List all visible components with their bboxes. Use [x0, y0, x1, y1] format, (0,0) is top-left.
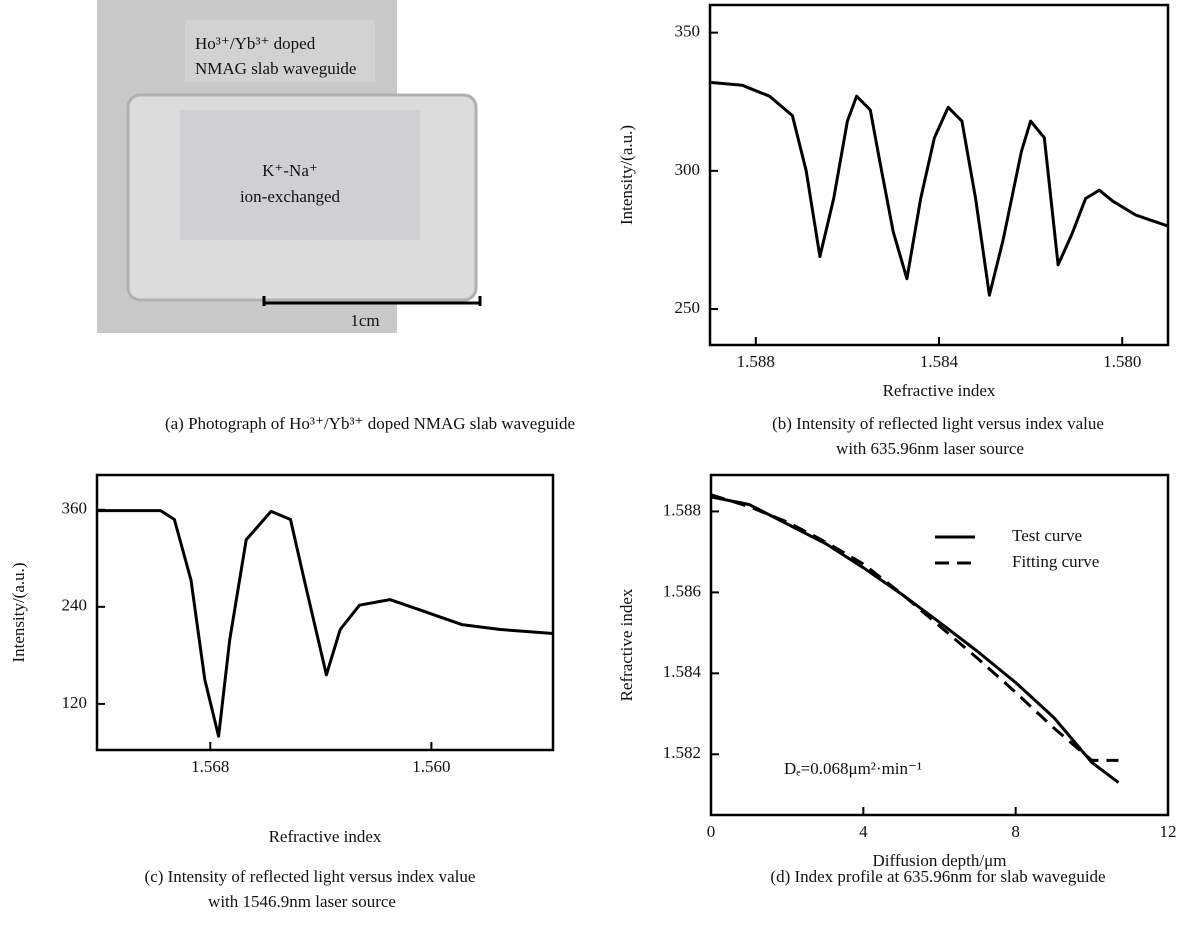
- x-tick-label: 1.588: [737, 352, 775, 371]
- y-tick-label: 360: [62, 499, 88, 518]
- y-tick-label: 250: [675, 298, 701, 317]
- x-tick-label: 0: [707, 822, 716, 841]
- photo-panel: Ho³⁺/Yb³⁺ doped NMAG slab waveguide K⁺-N…: [97, 0, 575, 433]
- x-tick-label: 1.560: [412, 757, 450, 776]
- x-axis-label: Diffusion depth/μm: [873, 851, 1007, 870]
- y-tick-label: 1.588: [663, 500, 701, 519]
- plot-frame: [709, 473, 1170, 817]
- plot-frame: [708, 3, 1170, 347]
- y-axis-label: Refractive index: [617, 588, 636, 701]
- x-tick-label: 1.580: [1103, 352, 1141, 371]
- y-tick-label: 350: [675, 22, 701, 41]
- caption: (a) Photograph of Ho³⁺/Yb³⁺ doped NMAG s…: [165, 414, 575, 433]
- legend-label: Fitting curve: [1012, 552, 1099, 571]
- photo-label-area: [185, 20, 375, 82]
- y-tick-label: 240: [62, 596, 88, 615]
- scale-label: 1cm: [350, 311, 379, 330]
- plot-frame: [95, 473, 555, 752]
- y-tick-label: 1.584: [663, 662, 702, 681]
- y-tick-label: 120: [62, 693, 88, 712]
- caption: (b) Intensity of reflected light versus …: [772, 414, 1104, 433]
- x-tick-label: 1.584: [920, 352, 959, 371]
- photo-label: NMAG slab waveguide: [195, 59, 356, 78]
- data-line: [709, 80, 1169, 297]
- caption: with 1546.9nm laser source: [208, 892, 396, 911]
- x-axis-label: Refractive index: [883, 381, 996, 400]
- x-tick-label: 1.568: [191, 757, 229, 776]
- legend-label: Test curve: [1012, 526, 1082, 545]
- data-line: [97, 509, 554, 738]
- y-tick-label: 300: [675, 160, 701, 179]
- y-axis-label: Intensity/(a.u.): [617, 125, 636, 225]
- x-axis-label: Refractive index: [269, 827, 382, 846]
- caption: (d) Index profile at 635.96nm for slab w…: [770, 867, 1105, 886]
- x-tick-label: 12: [1160, 822, 1177, 841]
- y-tick-label: 1.582: [663, 743, 701, 762]
- photo-label: Ho³⁺/Yb³⁺ doped: [195, 34, 316, 53]
- caption: with 635.96nm laser source: [836, 439, 1024, 458]
- annotation: Dₑ=0.068μm²·min⁻¹: [784, 759, 922, 778]
- photo-label: ion-exchanged: [240, 187, 341, 206]
- data-line: [710, 493, 1119, 762]
- x-tick-label: 8: [1011, 822, 1020, 841]
- photo-label: K⁺-Na⁺: [262, 161, 318, 180]
- caption: (c) Intensity of reflected light versus …: [145, 867, 476, 886]
- x-tick-label: 4: [859, 822, 868, 841]
- y-tick-label: 1.586: [663, 581, 701, 600]
- y-axis-label: Intensity/(a.u.): [9, 562, 28, 662]
- exchanged-region: [180, 110, 420, 240]
